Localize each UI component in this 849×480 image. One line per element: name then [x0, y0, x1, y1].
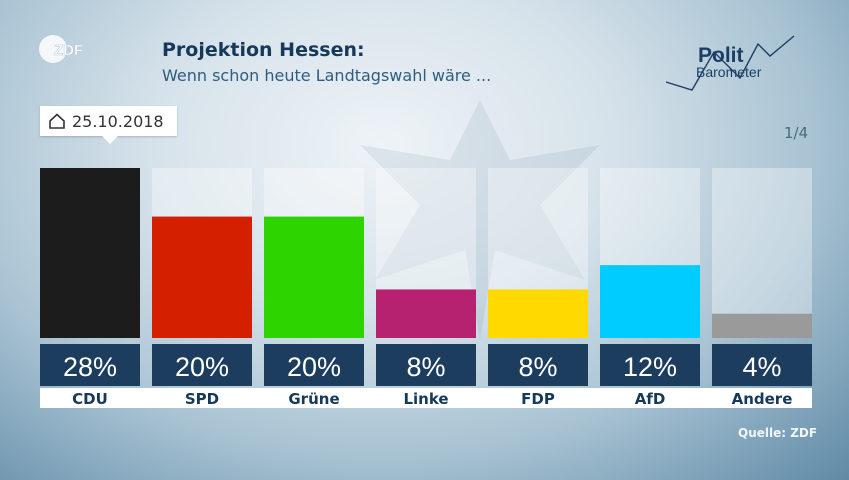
category-label: AfD: [635, 390, 666, 408]
page-subtitle: Wenn schon heute Landtagswahl wäre ...: [162, 66, 492, 85]
svg-text:ZDF: ZDF: [54, 42, 83, 59]
value-box: [712, 344, 812, 386]
category-label: CDU: [72, 390, 108, 408]
svg-text:Barometer: Barometer: [696, 64, 762, 80]
value-box: [152, 344, 252, 386]
value-label: 4%: [742, 352, 781, 382]
value-label: 20%: [175, 352, 229, 382]
page-indicator: 1/4: [784, 124, 809, 142]
bar-track: [712, 168, 812, 338]
home-icon: [49, 113, 65, 129]
bar-afd: [600, 265, 700, 338]
bar-chart: 28% CDU 20% SPD 20% Grüne 8% Linke 8% FDP 12% AfD 4%…: [40, 168, 812, 408]
bar-cdu: [40, 168, 140, 338]
value-label: 12%: [623, 352, 677, 382]
svg-text:Polit: Polit: [698, 44, 744, 67]
value-label: 28%: [63, 352, 117, 382]
value-box: [40, 344, 140, 386]
bar-grüne: [264, 216, 364, 338]
category-label: SPD: [185, 390, 219, 408]
value-label: 8%: [406, 352, 445, 382]
value-box: [264, 344, 364, 386]
value-box: [488, 344, 588, 386]
bar-linke: [376, 289, 476, 338]
label-strip: [40, 388, 812, 408]
value-box: [376, 344, 476, 386]
eagle-watermark-icon: [360, 100, 600, 340]
politbarometer-logo: Polit Barometer: [665, 35, 795, 91]
value-label: 8%: [518, 352, 557, 382]
date-text: 25.10.2018: [72, 111, 164, 131]
value-box: [600, 344, 700, 386]
bar-andere: [712, 313, 812, 338]
source-label: Quelle: ZDF: [738, 426, 818, 440]
category-label: Andere: [732, 390, 793, 408]
category-label: FDP: [521, 390, 555, 408]
bar-fdp: [488, 289, 588, 338]
value-label: 20%: [287, 352, 341, 382]
category-label: Grüne: [288, 390, 339, 408]
page-title: Projektion Hessen:: [162, 39, 365, 61]
bar-spd: [152, 216, 252, 338]
date-label: 25.10.2018: [40, 106, 177, 144]
category-label: Linke: [403, 390, 448, 408]
zdf-logo: ZDF: [39, 35, 83, 63]
